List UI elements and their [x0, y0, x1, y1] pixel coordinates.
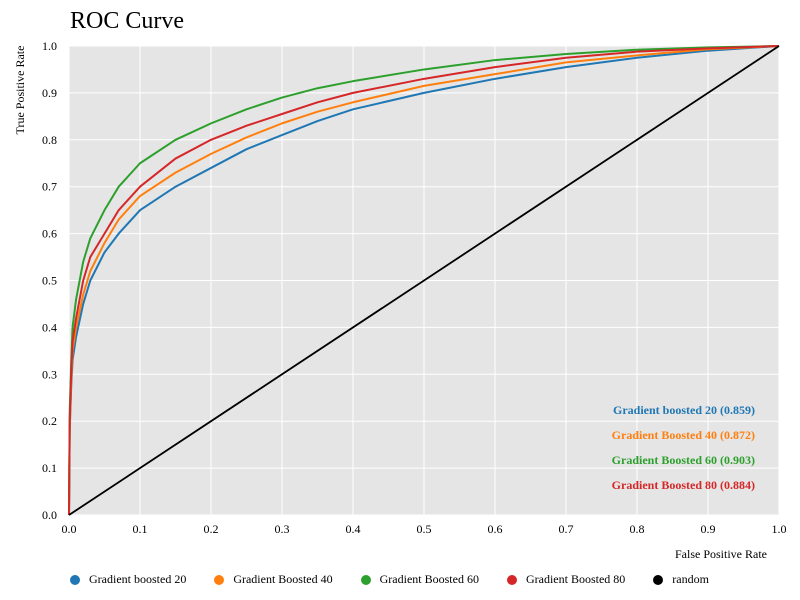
y-axis-title: True Positive Rate — [13, 46, 27, 135]
y-tick-label: 0.0 — [42, 508, 57, 522]
x-tick-label: 0.2 — [204, 522, 219, 536]
auc-label: Gradient Boosted 60 (0.903) — [612, 453, 755, 467]
y-tick-label: 0.9 — [42, 86, 57, 100]
grid-lines — [68, 45, 780, 516]
y-tick-label: 0.4 — [42, 320, 57, 334]
legend-marker — [70, 574, 80, 585]
series-line-gradient-boosted-20 — [68, 45, 780, 516]
legend-marker — [214, 574, 225, 585]
y-tick-label: 0.6 — [42, 227, 57, 241]
series-line-gradient-boosted-80 — [68, 45, 780, 516]
legend-item[interactable]: Gradient Boosted 80 — [506, 572, 626, 587]
series-lines — [68, 45, 780, 516]
x-tick-label: 0.9 — [701, 522, 716, 536]
series-line-random — [68, 45, 780, 516]
legend-label: Gradient Boosted 80 — [525, 572, 626, 586]
series-line-gradient-boosted-60 — [68, 45, 780, 516]
legend: Gradient boosted 20 Gradient Boosted 40 Gr… — [70, 572, 737, 587]
legend-label: Gradient boosted 20 — [89, 572, 187, 586]
x-tick-label: 0.4 — [346, 522, 361, 536]
series-line-gradient-boosted-40 — [68, 45, 780, 516]
y-tick-label: 0.2 — [42, 414, 57, 428]
x-axis-title: False Positive Rate — [675, 547, 767, 561]
legend-marker — [653, 574, 664, 585]
x-tick-label: 0.1 — [133, 522, 148, 536]
y-tick-label: 0.7 — [42, 180, 57, 194]
auc-label: Gradient Boosted 40 (0.872) — [612, 428, 755, 442]
chart-title: ROC Curve — [70, 8, 184, 34]
legend-item[interactable]: Gradient boosted 20 — [70, 572, 186, 587]
legend-label: random — [672, 572, 709, 586]
x-tick-label: 0.0 — [62, 522, 77, 536]
y-tick-label: 0.8 — [42, 133, 57, 147]
y-tick-label: 0.3 — [42, 367, 57, 381]
x-tick-label: 0.3 — [275, 522, 290, 536]
y-tick-label: 0.5 — [42, 274, 57, 288]
auc-label: Gradient boosted 20 (0.859) — [613, 403, 755, 417]
x-tick-label: 0.6 — [488, 522, 503, 536]
legend-marker — [360, 574, 371, 585]
y-tick-label: 1.0 — [42, 39, 57, 53]
legend-item[interactable]: Gradient Boosted 60 — [360, 572, 479, 587]
x-tick-label: 1.0 — [772, 522, 787, 536]
legend-label: Gradient Boosted 60 — [379, 572, 479, 586]
legend-item[interactable]: random — [653, 572, 709, 587]
x-tick-label: 0.8 — [630, 522, 645, 536]
y-tick-label: 0.1 — [42, 461, 57, 475]
x-tick-label: 0.5 — [417, 522, 432, 536]
legend-item[interactable]: Gradient Boosted 40 — [214, 572, 333, 587]
auc-annotations: Gradient boosted 20 (0.859) Gradient Boos… — [612, 403, 755, 492]
auc-label: Gradient Boosted 80 (0.884) — [612, 478, 755, 492]
tick-labels: 0.0 0.1 0.2 0.3 0.4 0.5 0.6 0.7 0.8 0.9 1.0 0.0 0.1 0… — [42, 39, 787, 536]
legend-label: Gradient Boosted 40 — [233, 572, 333, 586]
x-tick-label: 0.7 — [559, 522, 574, 536]
legend-marker — [506, 574, 517, 585]
